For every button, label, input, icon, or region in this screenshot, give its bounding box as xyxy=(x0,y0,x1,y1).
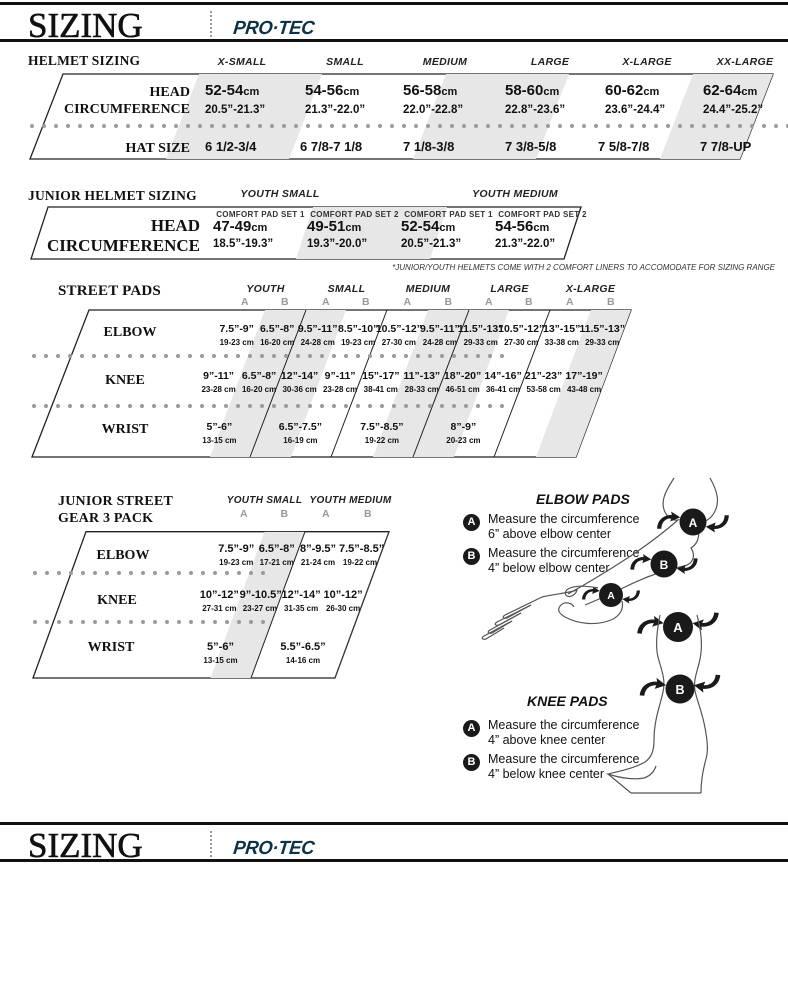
svg-text:A: A xyxy=(689,516,698,530)
svg-text:B: B xyxy=(660,558,669,572)
svg-text:A: A xyxy=(673,620,683,635)
svg-text:A: A xyxy=(607,590,615,602)
svg-text:B: B xyxy=(675,683,684,697)
